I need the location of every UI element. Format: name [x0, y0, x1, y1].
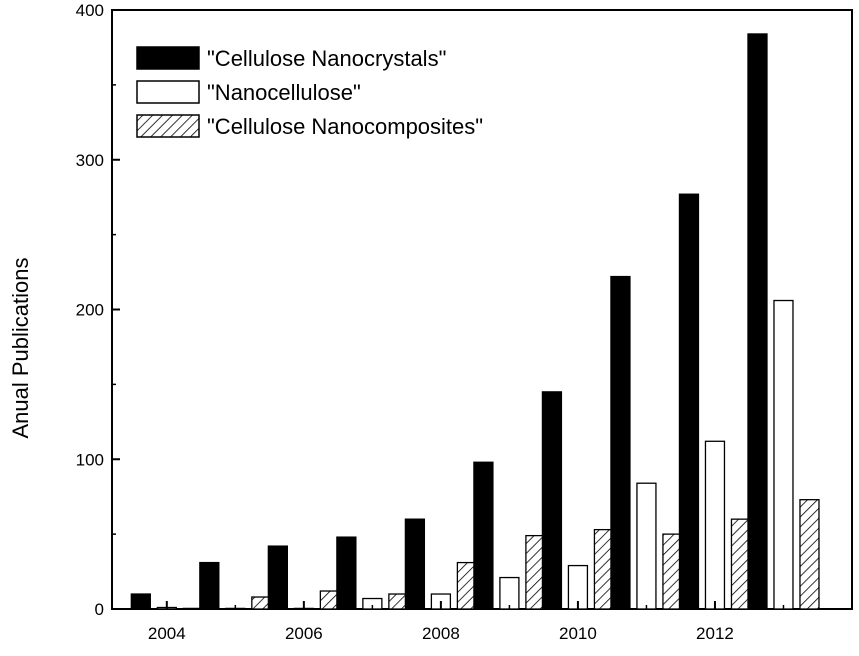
legend-swatch: [136, 80, 200, 104]
bar-nanocrystals-2010: [541, 391, 563, 610]
bar-nanocellulose-2011: [636, 482, 657, 610]
x-tick-label: 2012: [696, 624, 734, 643]
bars-layer: [130, 33, 820, 610]
bar-nanocrystals-2007: [336, 536, 357, 610]
x-tick-label: 2010: [559, 624, 597, 643]
legend-label: "Nanocellulose": [207, 80, 361, 105]
bar-nanocellulose-2009: [499, 576, 520, 610]
legend-swatch: [136, 114, 200, 138]
legend-label: "Cellulose Nanocrystals": [207, 46, 446, 71]
bar-nanocellulose-2013: [773, 299, 794, 610]
bar-nanocomposites-2013: [799, 499, 820, 610]
y-tick-label: 100: [76, 450, 104, 469]
legend-label: "Cellulose Nanocomposites": [207, 114, 483, 139]
y-tick-label: 0: [95, 600, 104, 619]
bar-nanocrystals-2006: [267, 545, 289, 610]
y-tick-label: 200: [76, 301, 104, 320]
bar-nanocrystals-2004: [130, 593, 151, 610]
bar-nanocrystals-2005: [199, 561, 220, 610]
x-tick-label: 2008: [422, 624, 460, 643]
legend: "Cellulose Nanocrystals" "Nanocellulose" "…: [136, 46, 483, 139]
bar-nanocrystals-2012: [678, 193, 700, 610]
y-axis-title: Anual Publications: [8, 257, 33, 438]
x-tick-label: 2004: [148, 624, 186, 643]
bar-nanocrystals-2009: [473, 461, 494, 610]
y-tick-label: 300: [76, 151, 104, 170]
x-tick-label: 2006: [285, 624, 323, 643]
y-tick-label: 400: [76, 1, 104, 20]
axes-layer: 0 100 200 300 400 2004 2006 2008 2010 2012: [76, 1, 785, 643]
bar-nanocrystals-2013: [747, 33, 768, 610]
legend-swatch: [136, 46, 200, 70]
bar-nanocrystals-2008: [404, 518, 426, 610]
bar-nanocellulose-2012: [704, 440, 726, 610]
bar-nanocrystals-2011: [610, 275, 631, 610]
